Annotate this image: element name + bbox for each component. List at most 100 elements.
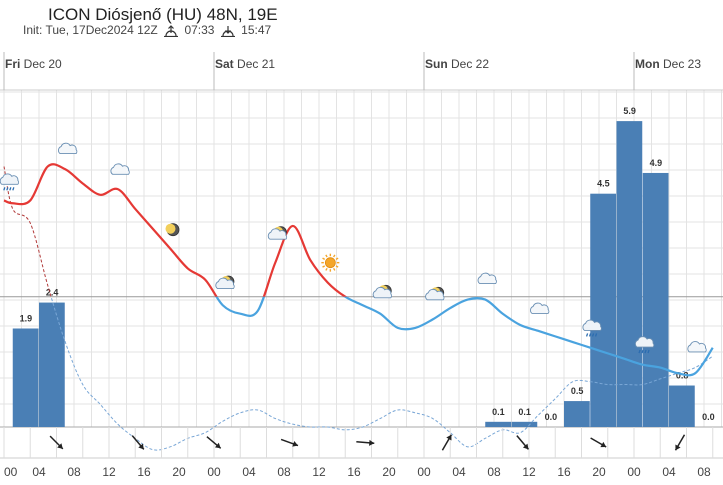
x-axis-ticks: 00 04 08 12 16 20 00 04 08 12 16 20 00 04 08 12 16 20 00 04… [4,465,711,479]
moon-cloud-icon [267,226,288,240]
moon-cloud-icon [425,286,445,301]
x-tick-label: 08 [67,465,81,479]
cloud-shape [267,228,288,240]
precipitation-bar [669,385,695,427]
wind-arrow-icon [131,435,145,450]
wind-arrow-icon [516,435,530,450]
precipitation-value-label: 0.1 [518,407,531,417]
x-tick-label: 12 [522,465,536,479]
cloud-shape [425,288,445,301]
sun-ray [332,267,336,271]
cloud-shape [372,286,392,299]
wind-arrow-head [446,434,452,441]
rain-drop [6,187,9,191]
wind-arrow-icon [441,434,453,451]
day-date: Dec 20 [20,57,62,71]
cloud-shape [110,163,130,175]
sunrise-icon [164,24,179,37]
cloud-icon [687,341,707,353]
cloud-icon [110,163,130,175]
weather-symbols [0,142,707,354]
moon-icon [165,223,180,237]
sun-ray [322,265,326,268]
x-tick-label: 16 [137,465,151,479]
x-tick-label: 20 [172,465,186,479]
precipitation-value-label: 4.5 [597,179,610,189]
rain-cloud-icon [634,336,655,354]
wind-arrow-icon [49,435,64,450]
precipitation-bar [564,401,590,427]
wind-arrow-icon [590,437,607,448]
rain-drop [594,333,598,337]
x-tick-label: 00 [417,465,431,479]
cloud-shape [0,173,20,185]
sunset-icon [220,25,235,37]
wind-arrow-head [214,442,221,449]
precipitation-bar [511,421,538,427]
sunrise-time: 07:33 [184,23,215,37]
rain-cloud-icon [582,319,602,337]
x-tick-label: 08 [697,465,711,479]
x-tick-label: 20 [592,465,606,479]
rain-drop [12,187,15,191]
moon-light [165,223,176,234]
temperature-line-below-zero [215,296,714,377]
moon-cloud-icon [215,275,235,289]
wind-arrow-icon [206,436,222,449]
wind-row [3,427,714,458]
sun-ray [325,267,328,271]
x-tick-label: 04 [242,465,256,479]
x-tick-label: 04 [662,465,676,479]
wind-arrow-head [522,443,529,450]
rain-drop [585,333,589,337]
sun-core [324,257,336,269]
wind-arrow-icon [356,439,375,446]
x-tick-label: 08 [277,465,291,479]
precipitation-bar [485,421,511,427]
precipitation-value-label: 5.9 [623,106,636,116]
precipitation-value-label: 4.9 [650,158,663,168]
day-label: Mon Dec 23 [635,57,701,71]
rain-drop [638,349,641,354]
day-date: Dec 21 [234,57,276,71]
moon-cloud-icon [372,284,392,299]
day-label: Fri Dec 20 [5,57,62,71]
day-label: Sat Dec 21 [215,57,275,71]
rain-drop [647,349,650,354]
rain-drop [9,187,12,191]
wind-arrow-head [292,441,299,447]
sunset-time: 15:47 [241,23,272,37]
precipitation-value-label: 0.0 [545,412,558,422]
cloud-shape [582,319,602,331]
precipitation-value-label: 2.4 [46,288,59,298]
x-tick-label: 16 [347,465,361,479]
x-tick-label: 16 [557,465,571,479]
precipitation-bar [39,302,65,427]
day-of-week: Sat [215,57,234,71]
precipitation-bars: 1.9 2.4 0.1 0.1 0.0 0.5 4.5 5.9 4.9 0.8 0.0 [12,106,715,427]
x-tick-label: 08 [487,465,501,479]
rain-cloud-icon [0,173,20,191]
precipitation-bar [616,121,643,427]
temperature-line-above-zero [3,163,348,297]
sun-ray [322,257,326,261]
wind-arrow-head [675,444,681,451]
day-of-week: Fri [5,57,20,71]
x-tick-label: 00 [4,465,18,479]
x-tick-label: 00 [627,465,641,479]
cloud-shape [58,142,78,155]
wind-arrow-head [369,439,375,446]
day-of-week: Mon [635,57,660,71]
sun-ray [335,265,339,268]
cloud-icon [530,302,550,314]
precipitation-value-label: 0.1 [492,407,505,417]
x-tick-label: 04 [32,465,46,479]
sun-ray [325,254,328,258]
chart-title: ICON Diósjenő (HU) 48N, 19E [48,5,278,24]
dewpoint-line-below-zero [50,296,714,451]
wind-arrow-head [138,443,144,450]
precipitation-bar [642,172,669,427]
x-tick-label: 04 [452,465,466,479]
cloud-shape [687,341,707,353]
